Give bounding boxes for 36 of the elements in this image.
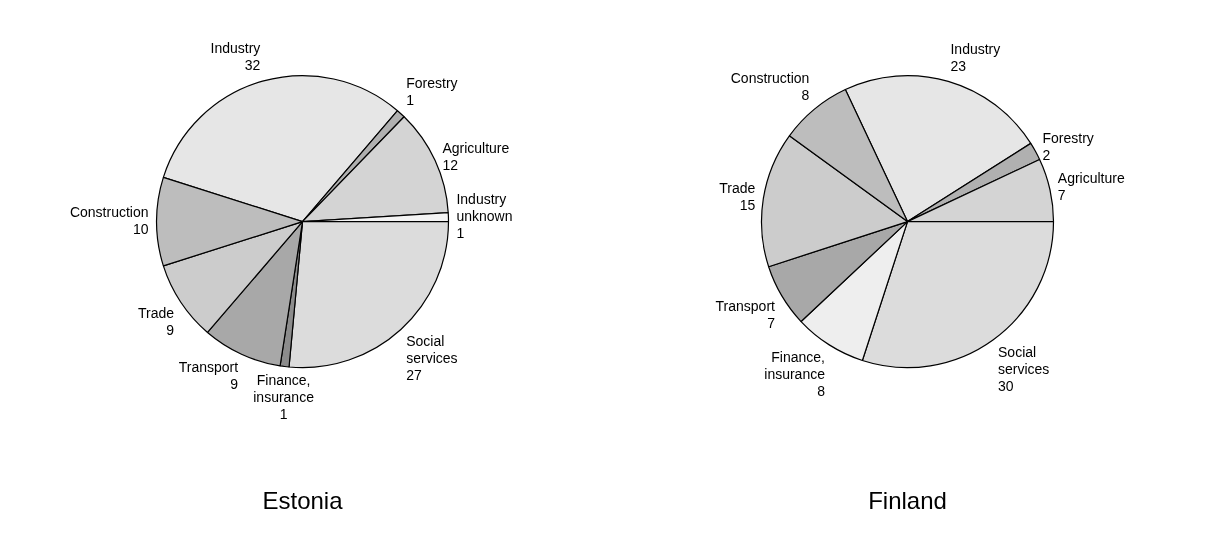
slice-label: Finance, insurance: [253, 372, 315, 406]
slice-label: Trade: [138, 304, 175, 321]
data-label: 1: [406, 91, 415, 108]
data-label: 8: [817, 383, 826, 400]
slice-label: Industry unknown: [456, 190, 513, 224]
slice-label: Forestry: [1042, 129, 1094, 146]
text: Finland: [868, 487, 947, 515]
slice-label: Industry: [950, 40, 1001, 57]
data-label: 7: [1057, 187, 1066, 204]
slice-label: Social services: [406, 333, 458, 367]
data-label: 32: [244, 57, 261, 74]
slice-label: Construction: [69, 203, 149, 220]
slice-label: Social services: [998, 344, 1050, 378]
data-label: 7: [767, 314, 776, 331]
data-label: 8: [801, 86, 810, 103]
slice-label: Agriculture: [442, 139, 510, 156]
slice-label: Forestry: [406, 74, 458, 91]
data-label: 15: [739, 196, 756, 213]
data-label: 27: [406, 367, 423, 384]
slice-label: Agriculture: [1057, 170, 1125, 187]
data-label: 10: [132, 220, 149, 237]
data-label: 2: [1042, 146, 1051, 163]
data-label: 30: [998, 378, 1014, 395]
text: Estonia: [262, 487, 344, 515]
data-label: 1: [279, 406, 288, 423]
slice-label: Finance, insurance: [764, 349, 826, 383]
data-label: 12: [442, 156, 459, 173]
slice-label: Transport: [178, 359, 239, 376]
data-label: 23: [950, 57, 967, 74]
slice-label: Trade: [719, 179, 756, 196]
data-label: 9: [166, 321, 175, 338]
slice-label: Transport: [715, 297, 776, 314]
data-label: 9: [230, 376, 239, 393]
slice-label: Industry: [210, 40, 261, 57]
slice-label: Construction: [730, 69, 810, 86]
data-label: 1: [456, 224, 465, 241]
